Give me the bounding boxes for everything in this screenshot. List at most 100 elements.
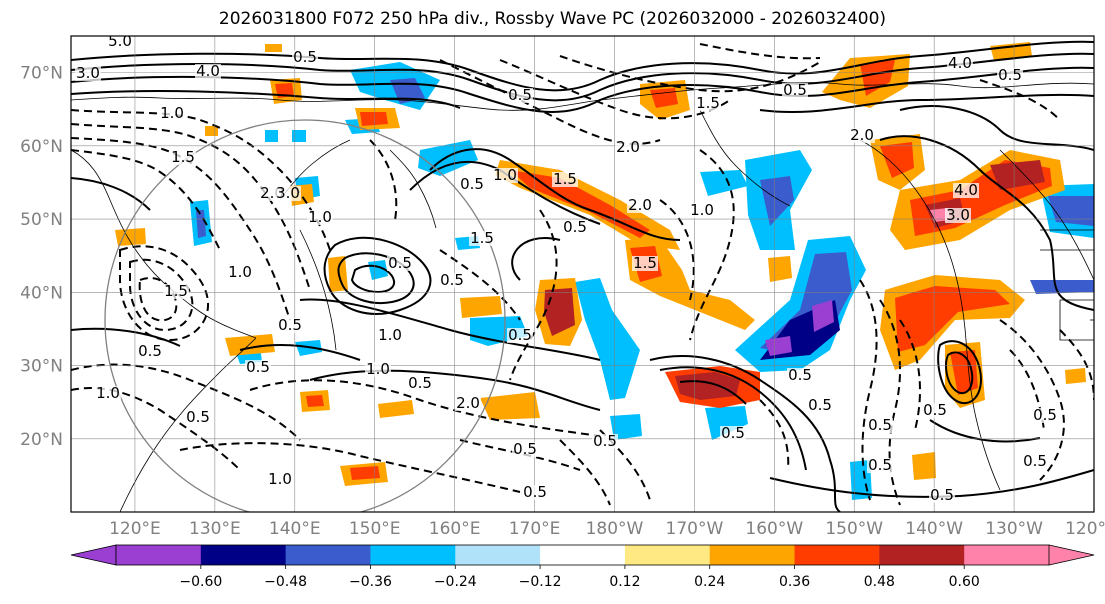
colorbar-frame	[115, 544, 1050, 566]
contour-labels: 5.0 3.0 4.0 1.0 0.5 1.5 2.0 1.0 0.5 1.5 1.0 0.5 1.0 0…	[75, 36, 1058, 504]
contour-label: 0.5	[788, 366, 812, 384]
colorbar: −0.60 −0.48 −0.36 −0.24 −0.12 0.12 0.24 0.36 0.4…	[70, 544, 1095, 590]
contour-label-bg	[947, 56, 973, 71]
contour-label-bg	[782, 83, 808, 98]
contour-label-bg	[592, 434, 618, 449]
contour-label-bg	[695, 96, 721, 111]
contour-label: 0.5	[186, 408, 210, 426]
divergence-shading	[115, 42, 1094, 500]
contour-label-bg	[552, 172, 578, 187]
contour-label: 1.0	[228, 263, 252, 281]
colorbar-tick-label: 0.24	[694, 574, 725, 590]
contour-label-bg	[522, 485, 548, 500]
contour-label: 0.5	[930, 486, 954, 504]
contour-label-bg	[867, 418, 893, 433]
colorbar-tick-label: −0.48	[264, 574, 307, 590]
contour-label: 0.5	[440, 271, 464, 289]
colorbar-segment	[879, 545, 965, 565]
contour-label-bg	[170, 150, 196, 165]
longitude-label: 140°W	[905, 519, 963, 539]
longitude-label: 160°W	[745, 519, 803, 539]
contour-label: 2.0	[628, 196, 652, 214]
contour-label-bg	[689, 203, 715, 218]
contour-label: 2.0	[616, 138, 640, 156]
contour-label-bg	[377, 328, 403, 343]
colorbar-above-triangle	[1048, 544, 1095, 566]
colorbar-tick-label: 0.36	[779, 574, 810, 590]
contour-label: 1.0	[493, 166, 517, 184]
contour-label-bg	[455, 396, 481, 411]
contour-label-bg	[1032, 408, 1058, 423]
contour-label: 1.5	[470, 229, 494, 247]
colorbar-tick-label: 0.60	[949, 574, 980, 590]
contour-label: 4.0	[196, 62, 220, 80]
contour-label: 0.5	[923, 401, 947, 419]
latitude-label: 50°N	[20, 210, 63, 230]
contour-label: 1.0	[268, 470, 292, 488]
contour-label-bg	[159, 106, 185, 121]
contour-label: 1.0	[160, 104, 184, 122]
colorbar-tick-label: 0.48	[864, 574, 895, 590]
colorbar-segment	[116, 545, 202, 565]
contour-label: 3.0	[276, 184, 300, 202]
contour-label: 0.5	[563, 218, 587, 236]
latitude-label: 60°N	[20, 137, 63, 157]
contour-label: 2.0	[456, 394, 480, 412]
contour-label-bg	[267, 472, 293, 487]
contour-label: 1.0	[96, 384, 120, 402]
contour-label-bg	[867, 458, 893, 473]
colorbar-tick-label: −0.60	[179, 574, 222, 590]
colorbar-segment	[200, 545, 287, 565]
contour-label-bg	[185, 410, 211, 425]
map-title: 2026031800 F072 250 hPa div., Rossby Wav…	[218, 9, 887, 29]
contour-label: 1.0	[378, 326, 402, 344]
longitude-label: 170°W	[666, 519, 724, 539]
contour-label-bg	[492, 168, 518, 183]
contour-label-bg	[627, 198, 653, 213]
contour-label: 0.5	[998, 66, 1022, 84]
contour-label-bg	[512, 442, 538, 457]
contour-label-bg	[277, 318, 303, 333]
contour-label-bg	[275, 186, 301, 201]
contour-label: 0.5	[278, 316, 302, 334]
contour-label: 0.5	[1033, 406, 1057, 424]
contour-label-bg	[365, 362, 391, 377]
contour-label-bg	[953, 183, 979, 198]
colorbar-segment	[624, 545, 711, 565]
contour-label-bg	[227, 265, 253, 280]
longitude-label: 130°W	[985, 519, 1043, 539]
colorbar-below-triangle	[70, 544, 117, 566]
contour-label-bg	[469, 231, 495, 246]
latitude-label: 30°N	[20, 357, 63, 377]
colorbar-segment	[285, 545, 371, 565]
contour-label-bg	[163, 284, 189, 299]
longitude-label: 170°E	[509, 519, 561, 539]
contour-label-bg	[507, 328, 533, 343]
contour-label: 0.5	[388, 254, 412, 272]
contour-label-bg	[407, 376, 433, 391]
contour-label-bg	[387, 256, 413, 271]
contour-label: 0.5	[138, 342, 162, 360]
longitude-label: 120°W	[1065, 519, 1105, 539]
reference-circle	[104, 119, 506, 512]
contour-label-bg	[137, 344, 163, 359]
latitude-label: 70°N	[20, 64, 63, 84]
longitude-label: 150°E	[349, 519, 401, 539]
latitude-label: 40°N	[20, 283, 63, 303]
longitude-label: 120°E	[109, 519, 161, 539]
latitude-labels: 70°N 60°N 50°N 40°N 30°N 20°N	[20, 64, 63, 450]
contour-label: 0.5	[460, 175, 484, 193]
contour-label-bg	[107, 36, 133, 49]
contour-label: 1.0	[366, 360, 390, 378]
contour-label: 0.5	[868, 416, 892, 434]
contour-label-bg	[562, 220, 588, 235]
colorbar-segment	[709, 545, 796, 565]
latitude-label: 20°N	[20, 430, 63, 450]
contour-label: 0.5	[1023, 452, 1047, 470]
longitude-label: 160°E	[429, 519, 481, 539]
contour-label: 0.5	[868, 456, 892, 474]
contour-label: 4.0	[954, 181, 978, 199]
map-panel: 5.0 3.0 4.0 1.0 0.5 1.5 2.0 1.0 0.5 1.5 1.0 0.5 1.0 0…	[71, 36, 1094, 512]
contour-label-bg	[307, 210, 333, 225]
contour-label-bg	[632, 256, 658, 271]
